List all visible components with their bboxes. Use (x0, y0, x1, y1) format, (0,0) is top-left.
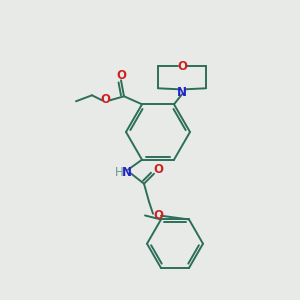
Text: O: O (153, 209, 163, 222)
Text: O: O (153, 163, 163, 176)
Text: N: N (177, 86, 187, 99)
Text: H: H (115, 166, 123, 179)
Text: O: O (116, 69, 126, 82)
Text: N: N (122, 166, 132, 179)
Text: O: O (177, 60, 187, 73)
Text: O: O (100, 93, 110, 106)
